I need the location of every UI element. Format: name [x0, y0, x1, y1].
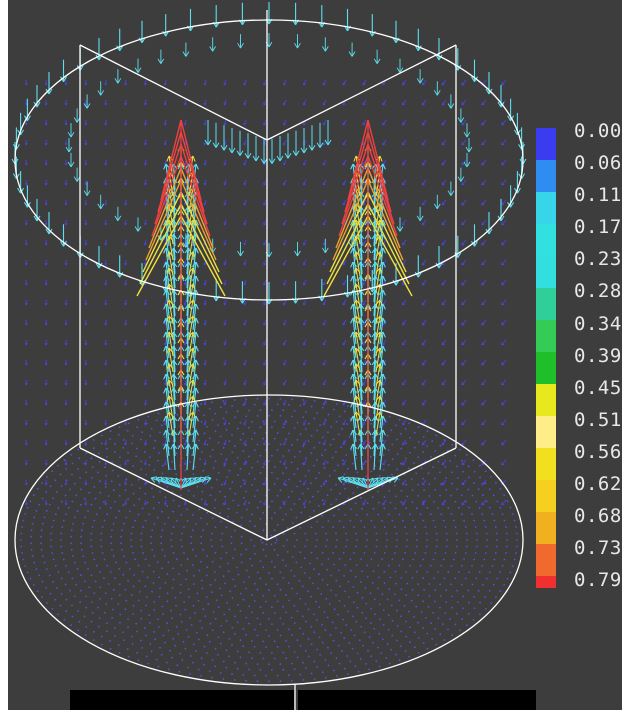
bottom-cap-ellipse — [14, 394, 524, 686]
colorbar-swatch — [536, 448, 556, 480]
visualization-panel: 0.00 0.06 0.11 0.17 0.23 0.28 0.34 0.39 … — [8, 0, 622, 710]
top-wedge-line — [79, 44, 457, 141]
colorbar-swatch — [536, 512, 556, 544]
vector-field-arrows — [11, 2, 527, 490]
colorbar-tick-6: 0.34 — [574, 313, 622, 335]
colorbar-tick-5: 0.28 — [574, 280, 622, 302]
colorbar-tick-12: 0.68 — [574, 505, 622, 527]
colorbar-tick-0: 0.00 — [574, 120, 622, 142]
footer-bar-right — [298, 690, 536, 710]
colorbar-swatch — [536, 416, 556, 448]
colorbar-tick-10: 0.56 — [574, 441, 622, 463]
colorbar-swatch — [536, 320, 556, 352]
colorbar-swatch — [536, 384, 556, 416]
colorbar-tick-13: 0.73 — [574, 537, 622, 559]
colorbar-swatch — [536, 224, 556, 256]
colorbar-swatch — [536, 192, 556, 224]
colorbar-tick-14: 0.79 — [574, 569, 622, 591]
colorbar-swatch — [536, 256, 556, 288]
colorbar-tick-4: 0.23 — [574, 248, 622, 270]
vector-field-plot — [11, 2, 527, 710]
footer-bar-left — [70, 690, 294, 710]
colorbar — [536, 128, 556, 588]
colorbar-tick-2: 0.11 — [574, 184, 622, 206]
vector-field-dots — [20, 79, 518, 683]
colorbar-tick-7: 0.39 — [574, 345, 622, 367]
colorbar-swatch — [536, 480, 556, 512]
colorbar-swatch — [536, 128, 556, 160]
cylinder-outline — [14, 10, 524, 710]
colorbar-tick-1: 0.06 — [574, 152, 622, 174]
colorbar-swatch — [536, 160, 556, 192]
colorbar-swatch — [536, 352, 556, 384]
colorbar-swatch — [536, 544, 556, 576]
top-cap-ellipse — [14, 19, 524, 301]
colorbar-tick-11: 0.62 — [574, 473, 622, 495]
colorbar-tick-9: 0.51 — [574, 409, 622, 431]
colorbar-tick-3: 0.17 — [574, 216, 622, 238]
bottom-wedge-line — [79, 447, 457, 541]
colorbar-swatch — [536, 576, 556, 588]
colorbar-tick-8: 0.45 — [574, 377, 622, 399]
colorbar-swatch — [536, 288, 556, 320]
